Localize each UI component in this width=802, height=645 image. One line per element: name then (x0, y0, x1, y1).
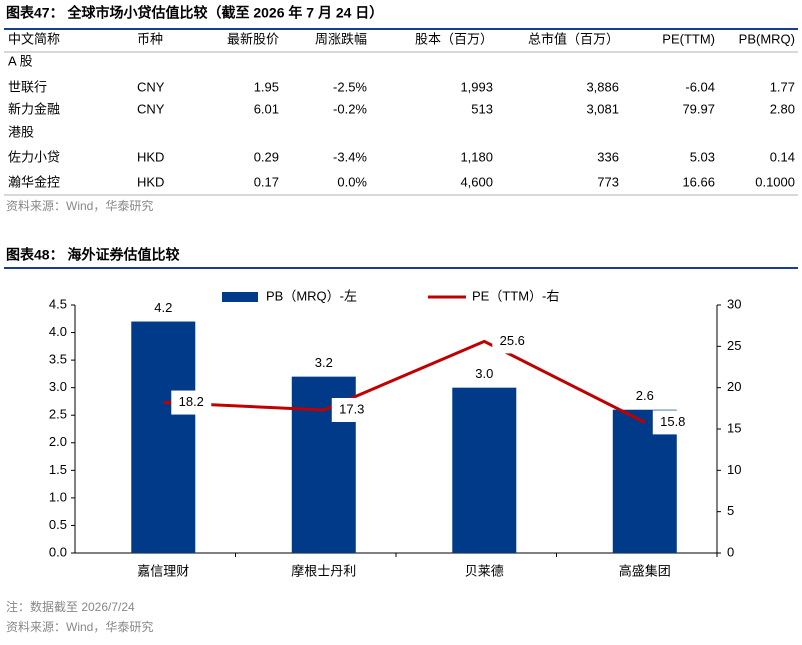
y-tick-label: 2.0 (49, 434, 67, 449)
table-cell: 新力金融 (8, 101, 60, 116)
y2-tick-label: 25 (727, 338, 741, 353)
y-tick-label: 4.5 (49, 296, 67, 311)
y-tick-label: 1.5 (49, 462, 67, 477)
y-tick-label: 0.5 (49, 517, 67, 532)
x-tick-label: 贝莱德 (465, 563, 504, 578)
table-cell: 1.95 (254, 79, 279, 94)
table-cell: HKD (137, 174, 164, 189)
y-tick-label: 2.5 (49, 407, 67, 422)
legend-label: PB（MRQ）-左 (266, 288, 357, 303)
table-cell: 4,600 (460, 174, 493, 189)
label-box (492, 329, 533, 354)
chart-source: 资料来源：Wind，华泰研究 (6, 619, 153, 634)
table-source: 资料来源：Wind，华泰研究 (6, 198, 153, 213)
section-label: A 股 (8, 53, 33, 68)
table-cell: 0.14 (770, 149, 795, 164)
table-cell: HKD (137, 149, 164, 164)
x-tick-label: 嘉信理财 (137, 563, 189, 578)
y-tick-label: 0.0 (49, 544, 67, 559)
bar (131, 321, 196, 553)
table-cell: 3,886 (586, 79, 619, 94)
line-label: 25.6 (500, 333, 525, 348)
label-box (171, 390, 212, 415)
line-label: 17.3 (339, 401, 364, 416)
x-tick-label: 高盛集团 (619, 563, 671, 578)
table-cell: -2.5% (333, 79, 367, 94)
table-cell: 16.66 (682, 174, 715, 189)
y2-tick-label: 15 (727, 420, 741, 435)
legend-swatch (222, 292, 258, 302)
table-cell: 513 (471, 101, 493, 116)
table-cell: -0.2% (333, 101, 367, 116)
table-cell: 0.29 (254, 149, 279, 164)
table-cell: 0.17 (254, 174, 279, 189)
column-header: 最新股价 (227, 31, 279, 46)
table-cell: 2.80 (770, 101, 795, 116)
x-tick-label: 摩根士丹利 (291, 563, 356, 578)
table-title: 图表47： 全球市场小贷估值比较（截至 2026 年 7 月 24 日） (6, 5, 383, 21)
table-cell: CNY (137, 79, 165, 94)
column-header: 币种 (137, 31, 163, 46)
line-label: 18.2 (179, 394, 204, 409)
column-header: 周涨跌幅 (315, 31, 367, 46)
label-box (652, 410, 693, 435)
table-cell: 0.0% (337, 174, 367, 189)
y-tick-label: 4.0 (49, 324, 67, 339)
table-cell: 79.97 (682, 101, 715, 116)
table-cell: 1.77 (770, 79, 795, 94)
table-cell: 1,180 (460, 149, 493, 164)
bar-label: 4.2 (154, 300, 172, 315)
table-cell: 3,081 (586, 101, 619, 116)
table-cell: 佐力小贷 (8, 149, 60, 164)
y-tick-label: 3.5 (49, 352, 67, 367)
bar-label: 2.6 (636, 388, 654, 403)
table-cell: 6.01 (254, 101, 279, 116)
table-cell: 世联行 (8, 79, 47, 94)
bar-label: 3.0 (475, 366, 493, 381)
chart-note: 注：数据截至 2026/7/24 (6, 599, 135, 614)
y2-tick-label: 20 (727, 379, 741, 394)
y2-tick-label: 0 (727, 544, 734, 559)
column-header: 股本（百万） (415, 31, 493, 46)
y2-tick-label: 30 (727, 296, 741, 311)
column-header: 中文简称 (8, 31, 60, 46)
column-header: PE(TTM) (662, 31, 715, 46)
column-header: 总市值（百万） (528, 31, 619, 46)
section-label: 港股 (8, 124, 34, 139)
table-cell: 336 (597, 149, 619, 164)
column-header: PB(MRQ) (739, 31, 795, 46)
line-label: 15.8 (660, 414, 685, 429)
table-cell: -6.04 (685, 79, 715, 94)
bar (452, 387, 517, 553)
y-tick-label: 1.0 (49, 489, 67, 504)
table-cell: 5.03 (690, 149, 715, 164)
bar-label: 3.2 (315, 355, 333, 370)
table-cell: 0.1000 (755, 174, 795, 189)
y2-tick-label: 5 (727, 503, 734, 518)
table-cell: -3.4% (333, 149, 367, 164)
label-box (331, 397, 372, 422)
table-cell: 1,993 (460, 79, 493, 94)
line (163, 339, 646, 424)
y-tick-label: 3.0 (49, 379, 67, 394)
table-cell: 瀚华金控 (8, 174, 60, 189)
table-cell: CNY (137, 101, 165, 116)
chart-title: 图表48： 海外证券估值比较 (6, 247, 179, 263)
y2-tick-label: 10 (727, 462, 741, 477)
legend-label: PE（TTM）-右 (472, 288, 559, 303)
table-cell: 773 (597, 174, 619, 189)
